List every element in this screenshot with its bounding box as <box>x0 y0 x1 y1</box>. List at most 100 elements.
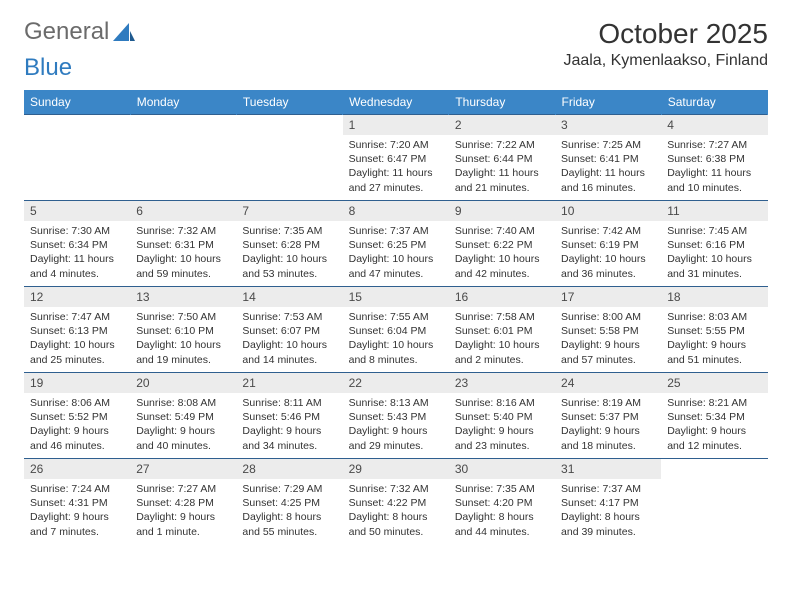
calendar-cell: 25Sunrise: 8:21 AMSunset: 5:34 PMDayligh… <box>661 373 767 459</box>
calendar-cell: 13Sunrise: 7:50 AMSunset: 6:10 PMDayligh… <box>130 287 236 373</box>
calendar-cell-empty <box>661 459 767 545</box>
daylight-text: Daylight: 10 hours and 31 minutes. <box>667 252 761 280</box>
calendar-head: SundayMondayTuesdayWednesdayThursdayFrid… <box>24 90 768 115</box>
daylight-text: Daylight: 11 hours and 16 minutes. <box>561 166 655 194</box>
sunset-text: Sunset: 6:41 PM <box>561 152 655 166</box>
day-number: 4 <box>661 115 767 135</box>
sunrise-text: Sunrise: 7:22 AM <box>455 138 549 152</box>
sunrise-text: Sunrise: 7:27 AM <box>136 482 230 496</box>
calendar-cell: 21 Sunrise: 8:11 AMSunset: 5:46 PMDayligh… <box>236 373 342 459</box>
logo-word1: General <box>24 18 109 46</box>
day-details: Sunrise: 7:27 AMSunset: 6:38 PMDaylight:… <box>661 135 767 199</box>
calendar-cell: 18Sunrise: 8:03 AMSunset: 5:55 PMDayligh… <box>661 287 767 373</box>
day-details: Sunrise: 7:47 AMSunset: 6:13 PMDaylight:… <box>24 307 130 371</box>
day-number: 11 <box>661 201 767 221</box>
daylight-text: Daylight: 10 hours and 59 minutes. <box>136 252 230 280</box>
sunset-text: Sunset: 6:31 PM <box>136 238 230 252</box>
daylight-text: Daylight: 10 hours and 25 minutes. <box>30 338 124 366</box>
day-number: 1 <box>343 115 449 135</box>
daylight-text: Daylight: 9 hours and 34 minutes. <box>242 424 336 452</box>
sunset-text: Sunset: 4:22 PM <box>349 496 443 510</box>
calendar-row: 12Sunrise: 7:47 AMSunset: 6:13 PMDayligh… <box>24 287 768 373</box>
sunset-text: Sunset: 6:16 PM <box>667 238 761 252</box>
day-number: 7 <box>236 201 342 221</box>
sunrise-text: Sunrise: 8:00 AM <box>561 310 655 324</box>
calendar-cell: 30Sunrise: 7:35 AMSunset: 4:20 PMDayligh… <box>449 459 555 545</box>
sunset-text: Sunset: 6:01 PM <box>455 324 549 338</box>
daylight-text: Daylight: 8 hours and 39 minutes. <box>561 510 655 538</box>
daylight-text: Daylight: 9 hours and 7 minutes. <box>30 510 124 538</box>
calendar-cell-empty <box>130 115 236 201</box>
sunset-text: Sunset: 6:34 PM <box>30 238 124 252</box>
day-number: 17 <box>555 287 661 307</box>
sunrise-text: Sunrise: 7:45 AM <box>667 224 761 238</box>
sunrise-text: Sunrise: 8:06 AM <box>30 396 124 410</box>
daylight-text: Daylight: 10 hours and 53 minutes. <box>242 252 336 280</box>
sunset-text: Sunset: 6:38 PM <box>667 152 761 166</box>
day-number: 8 <box>343 201 449 221</box>
weekday-header: Monday <box>130 90 236 115</box>
calendar-cell: 3Sunrise: 7:25 AMSunset: 6:41 PMDaylight… <box>555 115 661 201</box>
weekday-header: Thursday <box>449 90 555 115</box>
day-details: Sunrise: 7:20 AMSunset: 6:47 PMDaylight:… <box>343 135 449 199</box>
calendar-cell: 15Sunrise: 7:55 AMSunset: 6:04 PMDayligh… <box>343 287 449 373</box>
weekday-header: Friday <box>555 90 661 115</box>
day-number: 30 <box>449 459 555 479</box>
sunrise-text: Sunrise: 8:08 AM <box>136 396 230 410</box>
sunset-text: Sunset: 4:20 PM <box>455 496 549 510</box>
sunrise-text: Sunrise: 7:58 AM <box>455 310 549 324</box>
calendar-cell-empty <box>236 115 342 201</box>
sunset-text: Sunset: 5:49 PM <box>136 410 230 424</box>
day-number: 21 <box>236 373 342 393</box>
daylight-text: Daylight: 10 hours and 19 minutes. <box>136 338 230 366</box>
daylight-text: Daylight: 11 hours and 10 minutes. <box>667 166 761 194</box>
calendar-cell: 8Sunrise: 7:37 AMSunset: 6:25 PMDaylight… <box>343 201 449 287</box>
sunset-text: Sunset: 5:58 PM <box>561 324 655 338</box>
calendar-body: 1Sunrise: 7:20 AMSunset: 6:47 PMDaylight… <box>24 115 768 545</box>
day-details: Sunrise: 7:29 AMSunset: 4:25 PMDaylight:… <box>236 479 342 543</box>
day-details: Sunrise: 7:27 AMSunset: 4:28 PMDaylight:… <box>130 479 236 543</box>
calendar-cell: 17Sunrise: 8:00 AMSunset: 5:58 PMDayligh… <box>555 287 661 373</box>
calendar-page: General October 2025 Jaala, Kymenlaakso,… <box>0 0 792 563</box>
day-details: Sunrise: 8:13 AMSunset: 5:43 PMDaylight:… <box>343 393 449 457</box>
calendar-cell: 16 Sunrise: 7:58 AMSunset: 6:01 PMDayligh… <box>449 287 555 373</box>
sunrise-text: Sunrise: 7:55 AM <box>349 310 443 324</box>
calendar-cell: 11 Sunrise: 7:45 AMSunset: 6:16 PMDayligh… <box>661 201 767 287</box>
sunrise-text: Sunrise: 7:32 AM <box>136 224 230 238</box>
day-number: 5 <box>24 201 130 221</box>
day-details: Sunrise: 8:16 AMSunset: 5:40 PMDaylight:… <box>449 393 555 457</box>
sunrise-text: Sunrise: 7:37 AM <box>561 482 655 496</box>
daylight-text: Daylight: 11 hours and 21 minutes. <box>455 166 549 194</box>
daylight-text: Daylight: 8 hours and 44 minutes. <box>455 510 549 538</box>
day-number: 24 <box>555 373 661 393</box>
sunset-text: Sunset: 5:43 PM <box>349 410 443 424</box>
daylight-text: Daylight: 9 hours and 51 minutes. <box>667 338 761 366</box>
sunrise-text: Sunrise: 8:19 AM <box>561 396 655 410</box>
sunrise-text: Sunrise: 7:24 AM <box>30 482 124 496</box>
calendar-cell: 29Sunrise: 7:32 AMSunset: 4:22 PMDayligh… <box>343 459 449 545</box>
day-number: 12 <box>24 287 130 307</box>
calendar-row: 1Sunrise: 7:20 AMSunset: 6:47 PMDaylight… <box>24 115 768 201</box>
weekday-header: Tuesday <box>236 90 342 115</box>
calendar-cell: 20Sunrise: 8:08 AMSunset: 5:49 PMDayligh… <box>130 373 236 459</box>
sunset-text: Sunset: 5:46 PM <box>242 410 336 424</box>
sunrise-text: Sunrise: 8:03 AM <box>667 310 761 324</box>
daylight-text: Daylight: 11 hours and 27 minutes. <box>349 166 443 194</box>
sunset-text: Sunset: 6:28 PM <box>242 238 336 252</box>
sunrise-text: Sunrise: 7:53 AM <box>242 310 336 324</box>
day-details: Sunrise: 7:25 AMSunset: 6:41 PMDaylight:… <box>555 135 661 199</box>
daylight-text: Daylight: 9 hours and 40 minutes. <box>136 424 230 452</box>
sunrise-text: Sunrise: 8:11 AM <box>242 396 336 410</box>
daylight-text: Daylight: 9 hours and 18 minutes. <box>561 424 655 452</box>
day-details: Sunrise: 7:35 AMSunset: 4:20 PMDaylight:… <box>449 479 555 543</box>
day-details: Sunrise: 7:22 AMSunset: 6:44 PMDaylight:… <box>449 135 555 199</box>
daylight-text: Daylight: 10 hours and 2 minutes. <box>455 338 549 366</box>
day-details: Sunrise: 7:24 AMSunset: 4:31 PMDaylight:… <box>24 479 130 543</box>
location-text: Jaala, Kymenlaakso, Finland <box>563 52 768 70</box>
day-number: 19 <box>24 373 130 393</box>
weekday-header: Saturday <box>661 90 767 115</box>
weekday-header: Sunday <box>24 90 130 115</box>
day-number: 16 <box>449 287 555 307</box>
sunrise-text: Sunrise: 7:32 AM <box>349 482 443 496</box>
sunrise-text: Sunrise: 7:25 AM <box>561 138 655 152</box>
